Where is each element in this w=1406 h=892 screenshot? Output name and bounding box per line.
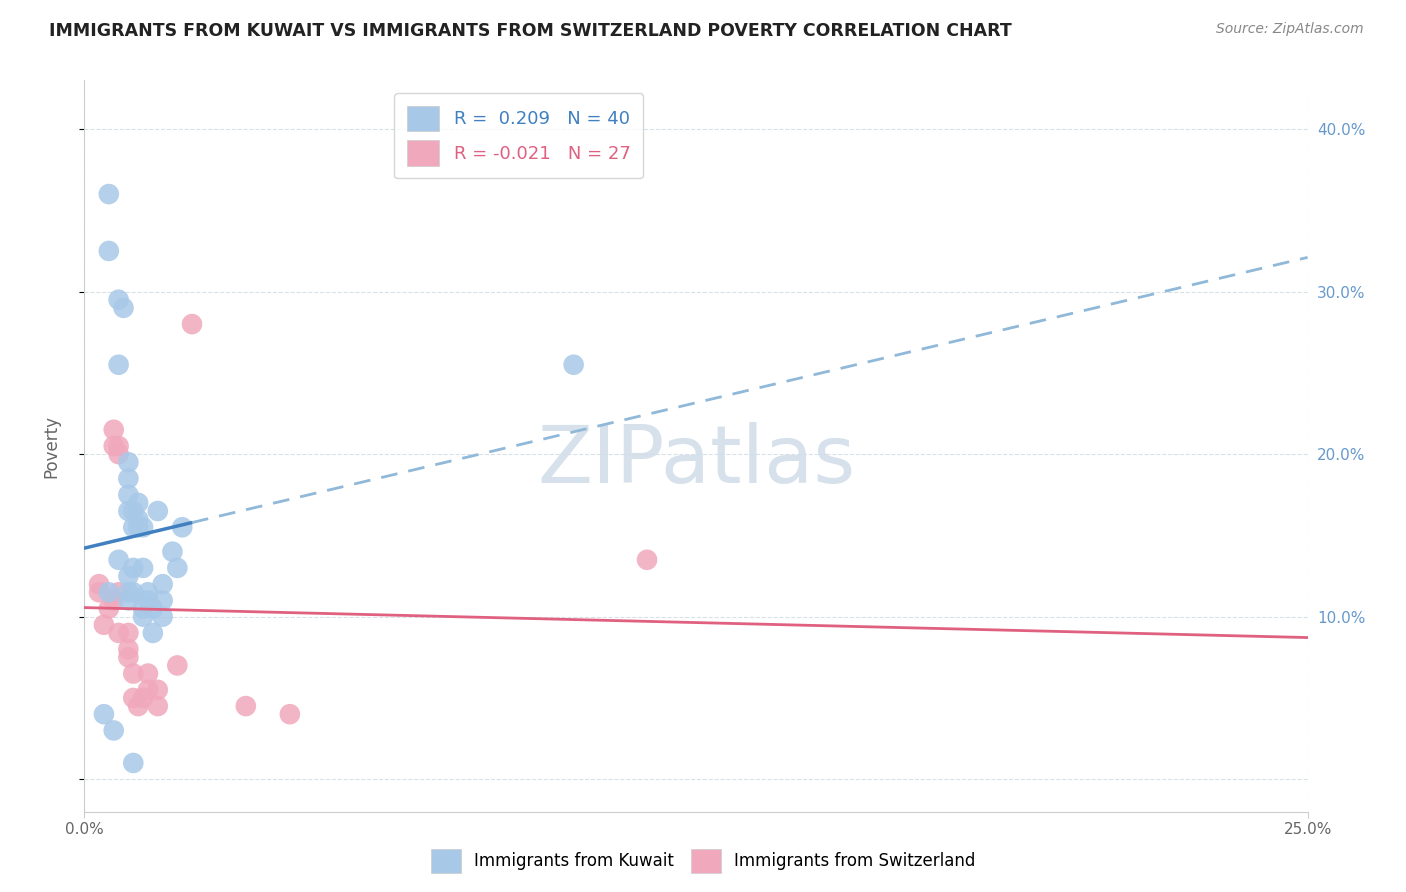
Point: [127, 699, 149, 714]
Point: [122, 756, 145, 770]
Point: [146, 682, 169, 697]
Point: [136, 666, 159, 681]
Point: [93, 617, 115, 632]
Point: [97, 601, 120, 615]
Point: [87, 585, 110, 599]
Point: [132, 520, 155, 534]
Point: [93, 707, 115, 722]
Legend: R =  0.209   N = 40, R = -0.021   N = 27: R = 0.209 N = 40, R = -0.021 N = 27: [394, 93, 643, 178]
Point: [562, 358, 585, 372]
Point: [166, 561, 188, 575]
Point: [97, 585, 120, 599]
Point: [636, 553, 658, 567]
Point: [122, 666, 145, 681]
Point: [136, 593, 159, 607]
Legend: Immigrants from Kuwait, Immigrants from Switzerland: Immigrants from Kuwait, Immigrants from …: [425, 842, 981, 880]
Point: [146, 699, 169, 714]
Text: IMMIGRANTS FROM KUWAIT VS IMMIGRANTS FROM SWITZERLAND POVERTY CORRELATION CHART: IMMIGRANTS FROM KUWAIT VS IMMIGRANTS FRO…: [49, 22, 1012, 40]
Point: [107, 447, 129, 461]
Point: [142, 626, 165, 640]
Point: [181, 317, 204, 331]
Point: [107, 293, 129, 307]
Point: [152, 593, 174, 607]
Point: [142, 601, 165, 615]
Point: [122, 520, 145, 534]
Point: [117, 488, 139, 502]
Point: [127, 496, 149, 510]
Point: [117, 650, 139, 665]
Point: [132, 601, 155, 615]
Point: [107, 439, 129, 453]
Point: [117, 455, 139, 469]
Point: [112, 301, 135, 315]
Point: [103, 439, 125, 453]
Point: [117, 642, 139, 657]
Point: [122, 585, 145, 599]
Point: [117, 585, 139, 599]
Point: [122, 561, 145, 575]
Point: [117, 569, 139, 583]
Point: [103, 723, 125, 738]
Point: [117, 504, 139, 518]
Point: [132, 609, 155, 624]
Point: [136, 585, 159, 599]
Point: [235, 699, 257, 714]
Point: [278, 707, 301, 722]
Point: [107, 553, 129, 567]
Point: [132, 690, 155, 705]
Point: [166, 658, 188, 673]
Point: [122, 504, 145, 518]
Point: [117, 626, 139, 640]
Point: [107, 626, 129, 640]
Point: [146, 504, 169, 518]
Point: [103, 593, 125, 607]
Point: [152, 609, 174, 624]
Point: [122, 690, 145, 705]
Point: [172, 520, 194, 534]
Point: [136, 682, 159, 697]
Point: [127, 520, 149, 534]
Point: [127, 512, 149, 526]
Point: [117, 593, 139, 607]
Point: [117, 471, 139, 485]
Point: [107, 358, 129, 372]
Point: [162, 544, 184, 558]
Point: [107, 585, 129, 599]
Point: [87, 577, 110, 591]
Text: Source: ZipAtlas.com: Source: ZipAtlas.com: [1216, 22, 1364, 37]
Point: [152, 577, 174, 591]
Point: [132, 561, 155, 575]
Point: [97, 244, 120, 258]
Text: ZIPatlas: ZIPatlas: [537, 422, 855, 500]
Point: [103, 423, 125, 437]
Y-axis label: Poverty: Poverty: [42, 415, 60, 477]
Point: [97, 187, 120, 202]
